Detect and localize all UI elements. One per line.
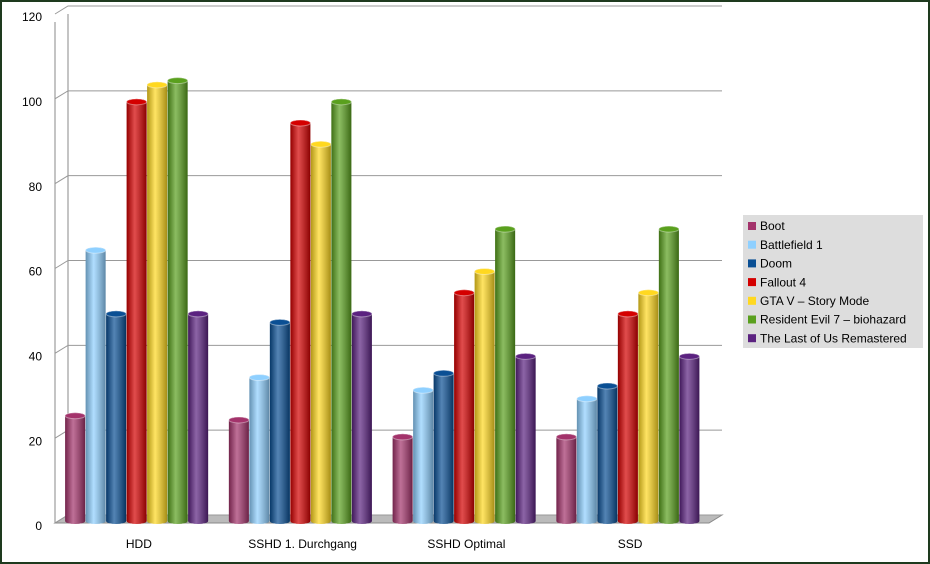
- bar-top: [85, 246, 107, 254]
- bar-shade: [351, 310, 372, 524]
- bar-shade: [228, 416, 249, 524]
- y-tick-label: 60: [29, 265, 43, 279]
- x-tick-label: SSHD Optimal: [427, 537, 505, 551]
- y-tick-label: 0: [35, 519, 42, 533]
- legend-label: Battlefield 1: [760, 238, 823, 252]
- bar-shade: [269, 319, 290, 524]
- bar-top: [330, 98, 352, 106]
- legend-swatch: [748, 334, 756, 343]
- bar-top: [433, 369, 455, 377]
- bar-shade: [167, 77, 188, 524]
- bar-shade: [310, 141, 331, 524]
- bar-top: [167, 77, 189, 85]
- y-tick-label: 40: [29, 350, 43, 364]
- bar-shade: [188, 310, 209, 524]
- bar-shade: [65, 412, 86, 524]
- bar-shade: [638, 289, 659, 524]
- legend-label: Doom: [760, 257, 792, 271]
- bar-shade: [474, 268, 495, 524]
- legend-swatch: [748, 240, 756, 249]
- bar-top: [187, 310, 209, 318]
- x-tick-label: HDD: [126, 537, 152, 551]
- bar-top: [412, 386, 434, 394]
- legend-swatch: [748, 278, 756, 287]
- bar-top: [64, 412, 86, 420]
- bar-shade: [495, 226, 516, 524]
- legend-label: GTA V – Story Mode: [760, 294, 869, 308]
- bar-top: [474, 268, 496, 275]
- bar-top: [310, 140, 332, 148]
- bar-top: [453, 289, 475, 297]
- legend-swatch: [748, 315, 756, 324]
- bar-top: [576, 395, 598, 403]
- bar-top: [228, 416, 250, 424]
- bar-shade: [617, 310, 638, 524]
- bar-shade: [392, 433, 413, 524]
- bar-top: [351, 310, 373, 318]
- bar-shade: [679, 353, 700, 524]
- bar-top: [392, 433, 414, 441]
- x-tick-label: SSD: [618, 537, 643, 551]
- bar-top: [637, 289, 659, 297]
- bar-shade: [106, 310, 127, 524]
- legend-label: The Last of Us Remastered: [760, 331, 907, 345]
- grid-line: [54, 175, 722, 185]
- legend-swatch: [748, 259, 756, 268]
- legend-label: Fallout 4: [760, 275, 806, 289]
- y-tick-label: 20: [29, 434, 43, 448]
- bar-shade: [331, 98, 352, 524]
- bar-top: [555, 433, 577, 441]
- bar-top: [617, 310, 639, 318]
- bar-top: [289, 119, 311, 127]
- bar-shade: [249, 374, 270, 524]
- bar-shade: [413, 387, 434, 524]
- bar-shade: [515, 353, 536, 524]
- y-tick-label: 100: [22, 95, 42, 109]
- bar-shade: [556, 433, 577, 524]
- bar-shade: [85, 247, 106, 524]
- legend-swatch: [748, 296, 756, 305]
- bar-top: [248, 374, 270, 382]
- bar-top: [678, 352, 700, 360]
- bar-shade: [433, 370, 454, 524]
- bar-top: [515, 352, 537, 360]
- bar-top: [596, 382, 618, 390]
- grid-line: [54, 5, 722, 15]
- legend-box: [743, 215, 923, 348]
- legend-swatch: [748, 222, 756, 230]
- bar-shade: [658, 226, 679, 524]
- y-tick-label: 120: [22, 10, 42, 24]
- bar-top: [658, 225, 680, 233]
- bar-top: [494, 225, 516, 233]
- bar-shade: [147, 81, 168, 524]
- bar-top: [105, 310, 127, 318]
- bar-top: [269, 318, 291, 326]
- bar-top: [146, 81, 168, 89]
- legend-label: Resident Evil 7 – biohazard: [760, 313, 906, 327]
- bar-shade: [597, 383, 618, 524]
- bar-shade: [126, 98, 147, 524]
- bar-shade: [454, 289, 475, 524]
- bar-shade: [290, 120, 311, 524]
- legend-label: Boot: [760, 219, 785, 233]
- y-tick-label: 80: [29, 180, 43, 194]
- bar-top: [126, 98, 148, 106]
- grid-line: [54, 90, 722, 100]
- bar-shade: [576, 395, 597, 524]
- x-tick-label: SSHD 1. Durchgang: [248, 537, 357, 551]
